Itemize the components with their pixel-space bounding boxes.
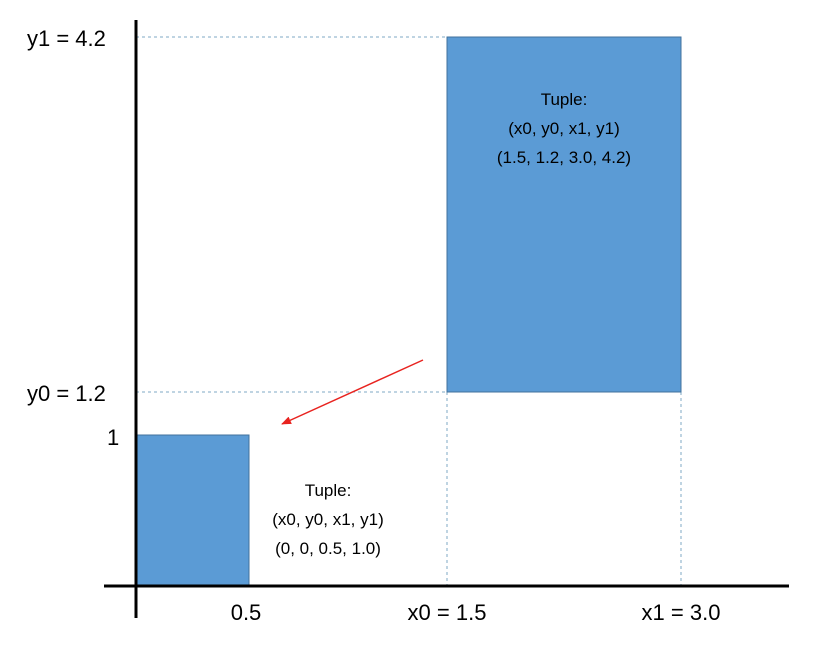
half-label: 0.5 <box>231 600 262 625</box>
small-box-title: Tuple: <box>305 481 352 500</box>
large-box-values: (1.5, 1.2, 3.0, 4.2) <box>497 148 631 167</box>
arrow <box>281 359 424 425</box>
small-box-values: (0, 0, 0.5, 1.0) <box>275 539 381 558</box>
x0-label: x0 = 1.5 <box>408 600 487 625</box>
y0-label: y0 = 1.2 <box>27 381 106 406</box>
large-box <box>446 36 682 393</box>
large-box-fields: (x0, y0, x1, y1) <box>508 119 619 138</box>
small-box-fields: (x0, y0, x1, y1) <box>272 510 383 529</box>
large-box-title: Tuple: <box>541 90 588 109</box>
one-label: 1 <box>107 425 119 450</box>
y1-label: y1 = 4.2 <box>27 26 106 51</box>
small-box <box>135 434 250 587</box>
x1-label: x1 = 3.0 <box>642 600 721 625</box>
